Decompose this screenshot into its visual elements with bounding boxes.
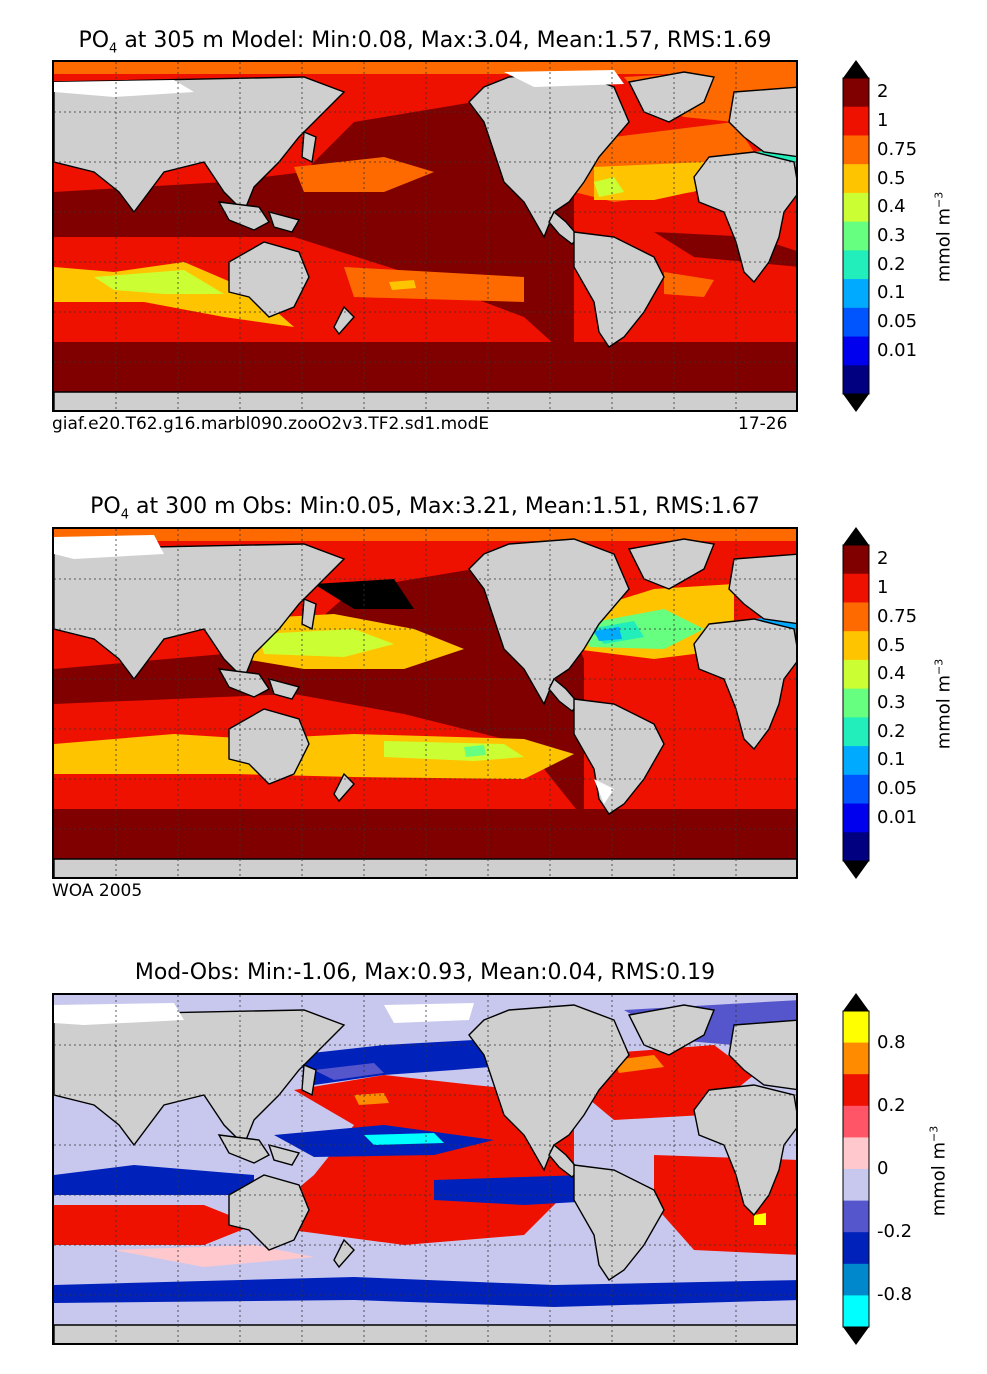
model-colorbar-tick-label: 2 [877,81,889,103]
diff-colorbar-tick-label: -0.2 [877,1221,913,1243]
diff-indian-negative [54,1165,254,1195]
obs-colorbar-swatch [843,717,869,747]
diff-colorbar-frame [842,1010,870,1328]
diff-southern-negative [54,1277,796,1307]
obs-colorbar-swatch [843,602,869,632]
diff-colorbar-swatch [843,1295,869,1328]
model-spac-orange [344,267,524,302]
model-panel-title: PO4 at 305 m Model: Min:0.08, Max:3.04, … [78,28,772,57]
model-colorbar-tick-label: 0.5 [877,167,906,189]
diff-colorbar-tick-label: 0.2 [877,1094,906,1116]
model-colorbar-swatch [843,106,869,136]
diff-indian-positive [54,1205,254,1245]
obs-colorbar [842,527,870,879]
model-colorbar-tick-label: 0.1 [877,282,906,304]
obs-colorbar-extend-top [843,527,869,545]
obs-npac-green [259,629,394,657]
obs-colorbar-swatch [843,803,869,833]
diff-map [52,993,798,1345]
obs-colorbar-tick-label: 0.4 [877,663,906,685]
obs-panel-title: PO4 at 300 m Obs: Min:0.05, Max:3.21, Me… [90,494,760,523]
obs-colorbar-swatch [843,631,869,661]
model-indian-green [94,270,224,294]
obs-colorbar-swatch [843,774,869,805]
obs-colorbar-tick-label: 2 [877,548,889,570]
obs-missing-data [54,535,164,559]
obs-caption-source: WOA 2005 [52,881,143,901]
diff-colorbar-swatch [843,1074,869,1107]
model-colorbar-swatch [843,279,869,309]
diff-colorbar-tick-label: 0 [877,1158,889,1179]
diff-colorbar-swatch [843,1137,869,1170]
obs-colorbar-swatch [843,832,869,862]
obs-colorbar-swatch [843,545,869,575]
obs-southern-band [54,809,796,864]
diff-missing-data [54,1003,184,1025]
model-colorbar-tick-label: 0.01 [877,339,918,361]
obs-colorbar-swatch [843,688,869,718]
obs-colorbar-tick-label: 0.3 [877,692,906,713]
model-colorbar-swatch [843,135,869,165]
obs-colorbar-tick-label: 0.75 [877,605,918,627]
obs-high-pacific [54,569,584,819]
obs-colorbar-tick-label: 0.01 [877,806,918,828]
diff-colorbar-swatch [843,1011,869,1044]
obs-colorbar-tick-label: 0.1 [877,749,906,771]
obs-colorbar-tick-label: 1 [877,577,889,599]
obs-colorbar-unit: mmol m−3 [932,658,955,750]
model-colorbar-swatch [843,365,869,395]
model-map [52,60,798,412]
diff-colorbar-swatch [843,1263,869,1296]
model-colorbar-tick-label: 0.3 [877,225,906,246]
model-colorbar-extend-top [843,60,869,78]
diff-colorbar-swatch [843,1105,869,1138]
diff-colorbar-tick-label: 0.8 [877,1031,906,1053]
obs-colorbar-tick-label: 0.2 [877,720,906,742]
model-colorbar [842,60,870,412]
obs-colorbar-tick-label: 0.05 [877,778,918,800]
model-colorbar-extend-bottom [843,394,869,412]
model-high-pacific [54,102,574,362]
model-colorbar-tick-label: 0.05 [877,311,918,333]
model-colorbar-tick-label: 1 [877,110,889,132]
model-colorbar-tick-label: 0.2 [877,253,906,275]
diff-colorbar-tick-label: -0.8 [877,1284,913,1306]
model-npac-orange [294,157,434,192]
model-colorbar-swatch [843,164,869,194]
model-southern-band [54,342,796,397]
diff-colorbar-swatch [843,1200,869,1233]
diff-panel-title: Mod-Obs: Min:-1.06, Max:0.93, Mean:0.04,… [134,960,716,985]
obs-colorbar-swatch [843,746,869,776]
model-colorbar-swatch [843,336,869,366]
model-colorbar-frame [842,77,870,395]
model-natl-yellow [594,162,714,200]
obs-colorbar-swatch [843,573,869,603]
obs-colorbar-frame [842,544,870,862]
model-colorbar-tick-label: 0.75 [877,138,918,160]
model-missing-data [54,80,194,97]
model-colorbar-swatch [843,78,869,108]
model-colorbar-swatch [843,192,869,223]
obs-colorbar-swatch [843,659,869,690]
model-colorbar-swatch [843,307,869,338]
obs-colorbar-extend-bottom [843,861,869,879]
model-caption-run: giaf.e20.T62.g16.marbl090.zooO2v3.TF2.sd… [52,414,490,434]
diff-colorbar-extend-bottom [843,1327,869,1345]
diff-colorbar-swatch [843,1169,869,1202]
diff-colorbar-swatch [843,1232,869,1265]
diff-colorbar-extend-top [843,993,869,1011]
model-colorbar-tick-label: 0.4 [877,196,906,218]
diff-colorbar-swatch [843,1042,869,1075]
obs-map [52,527,798,879]
model-colorbar-swatch [843,221,869,251]
diff-colorbar [842,993,870,1345]
model-caption-years: 17-26 [738,414,788,434]
model-colorbar-swatch [843,250,869,280]
model-colorbar-unit: mmol m−3 [932,191,955,283]
obs-colorbar-tick-label: 0.5 [877,634,906,656]
diff-colorbar-unit: mmol m−3 [927,1125,950,1217]
